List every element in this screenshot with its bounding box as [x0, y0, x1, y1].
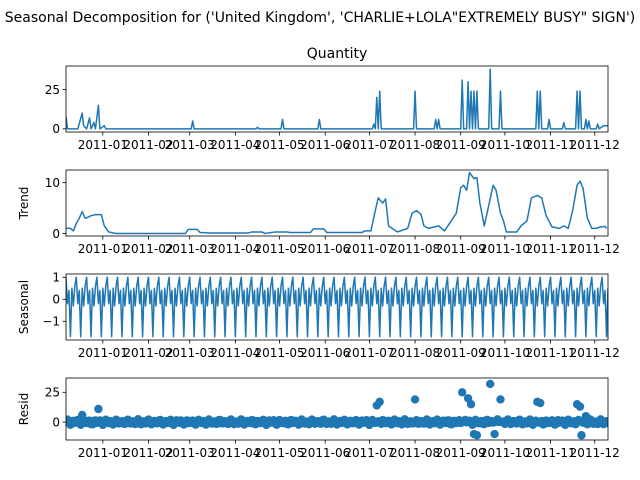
observed-xtick-label: 2011-09 [436, 138, 486, 152]
panel-seasonal: −1012011-012011-022011-032011-042011-052… [17, 271, 620, 360]
resid-point [375, 397, 384, 407]
panel-observed: 0252011-012011-022011-032011-042011-0520… [45, 46, 620, 152]
seasonal-xtick-label: 2011-06 [300, 346, 350, 360]
resid-xtick-label: 2011-04 [210, 446, 260, 460]
figure-suptitle: Seasonal Decomposition for ('United King… [5, 10, 636, 26]
resid-point [496, 395, 505, 404]
observed-ytick-label: 0 [52, 122, 60, 136]
observed-xtick-label: 2011-12 [570, 138, 620, 152]
resid-point [603, 418, 608, 428]
seasonal-ytick-label: 1 [52, 271, 60, 285]
seasonal-axes-frame [65, 273, 609, 341]
resid-point [577, 431, 586, 440]
resid-xtick-label: 2011-10 [480, 446, 530, 460]
seasonal-xtick-label: 2011-09 [436, 346, 486, 360]
panel-trend: 0102011-012011-022011-032011-042011-0520… [17, 169, 620, 256]
panels-group: 0252011-012011-022011-032011-042011-0520… [17, 46, 620, 460]
resid-xtick-label: 2011-08 [390, 446, 440, 460]
trend-xtick-label: 2011-12 [570, 242, 620, 256]
seasonal-xtick-label: 2011-07 [344, 346, 394, 360]
panel-resid: 0252011-012011-022011-032011-042011-0520… [17, 377, 620, 460]
seasonal-ytick-label: −1 [42, 315, 60, 329]
trend-axes-frame [65, 169, 609, 237]
observed-xtick-label: 2011-11 [525, 138, 575, 152]
seasonal-xtick-label: 2011-02 [123, 346, 173, 360]
seasonal-xtick-label: 2011-10 [480, 346, 530, 360]
observed-xtick-label: 2011-04 [210, 138, 260, 152]
trend-ytick-label: 10 [45, 176, 60, 190]
trend-xtick-label: 2011-08 [390, 242, 440, 256]
trend-xtick-label: 2011-01 [78, 242, 128, 256]
observed-ytick-label: 25 [45, 83, 60, 97]
resid-xtick-label: 2011-02 [123, 446, 173, 460]
observed-axes-frame [65, 65, 609, 133]
trend-xtick-label: 2011-03 [165, 242, 215, 256]
resid-point [485, 379, 495, 389]
resid-xtick-label: 2011-06 [300, 446, 350, 460]
observed-xtick-label: 2011-02 [123, 138, 173, 152]
observed-title: Quantity [307, 46, 368, 62]
observed-xtick-label: 2011-08 [390, 138, 440, 152]
seasonal-ylabel: Seasonal [17, 280, 31, 334]
resid-xtick-label: 2011-07 [344, 446, 394, 460]
resid-point [457, 388, 467, 397]
seasonal-xtick-label: 2011-03 [165, 346, 215, 360]
resid-point [490, 429, 499, 439]
observed-xtick-label: 2011-10 [480, 138, 530, 152]
trend-xtick-label: 2011-02 [123, 242, 173, 256]
resid-xtick-label: 2011-09 [436, 446, 486, 460]
seasonal-xtick-label: 2011-08 [390, 346, 440, 360]
trend-ytick-label: 0 [52, 227, 60, 241]
seasonal-xtick-label: 2011-11 [525, 346, 575, 360]
observed-xtick-label: 2011-07 [344, 138, 394, 152]
resid-xtick-label: 2011-05 [254, 446, 304, 460]
trend-xtick-label: 2011-05 [254, 242, 304, 256]
trend-xtick-label: 2011-11 [525, 242, 575, 256]
resid-point [94, 404, 103, 414]
seasonal-xtick-label: 2011-12 [570, 346, 620, 360]
observed-xtick-label: 2011-06 [300, 138, 350, 152]
trend-xtick-label: 2011-07 [344, 242, 394, 256]
resid-point [575, 402, 585, 411]
seasonal-series-line [66, 276, 608, 338]
resid-xtick-label: 2011-01 [78, 446, 128, 460]
observed-xtick-label: 2011-03 [165, 138, 215, 152]
trend-xtick-label: 2011-06 [300, 242, 350, 256]
trend-xtick-label: 2011-04 [210, 242, 260, 256]
trend-xtick-label: 2011-10 [480, 242, 530, 256]
resid-point [466, 400, 476, 409]
seasonal-ytick-label: 0 [52, 293, 60, 307]
seasonal-xtick-label: 2011-01 [78, 346, 128, 360]
resid-xtick-label: 2011-12 [570, 446, 620, 460]
resid-ytick-label: 0 [52, 415, 60, 429]
resid-xtick-label: 2011-11 [525, 446, 575, 460]
resid-point [410, 395, 420, 404]
seasonal-xtick-label: 2011-04 [210, 346, 260, 360]
trend-series-line [66, 171, 608, 235]
observed-xtick-label: 2011-05 [254, 138, 304, 152]
trend-ylabel: Trend [17, 187, 31, 221]
resid-point [536, 398, 545, 408]
observed-series-line [66, 68, 608, 130]
resid-ylabel: Resid [17, 393, 31, 425]
seasonal-xtick-label: 2011-05 [254, 346, 304, 360]
resid-xtick-label: 2011-03 [165, 446, 215, 460]
resid-points [66, 379, 608, 440]
trend-xtick-label: 2011-09 [436, 242, 486, 256]
observed-xtick-label: 2011-01 [78, 138, 128, 152]
resid-ytick-label: 25 [45, 386, 60, 400]
resid-axes-frame [65, 377, 609, 441]
resid-point [472, 431, 482, 440]
